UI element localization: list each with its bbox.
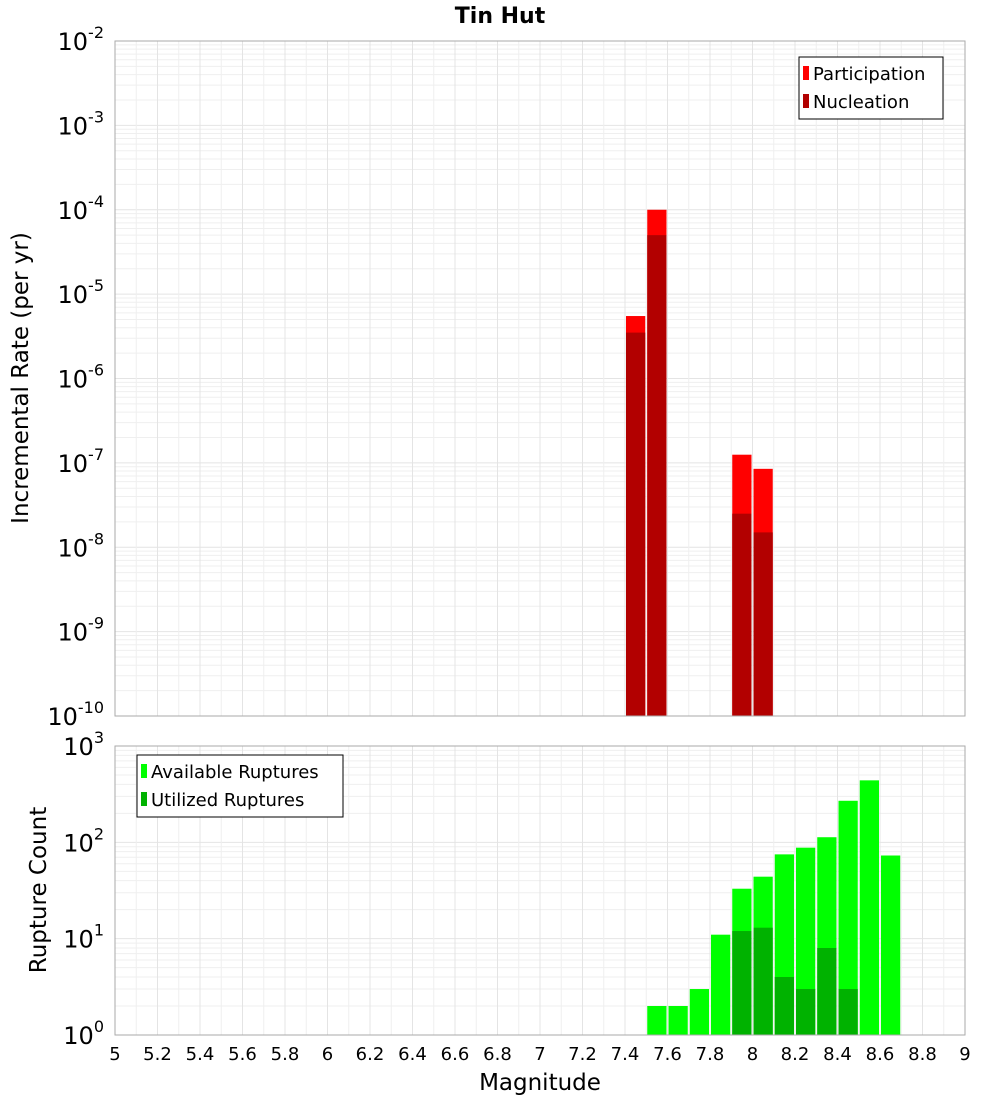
x-tick-label: 7.6	[653, 1044, 682, 1065]
x-tick-label: 6.6	[441, 1044, 470, 1065]
bar-available-ruptures	[796, 847, 816, 1035]
legend-swatch	[803, 94, 809, 108]
y-tick-label: 10-4	[58, 192, 105, 225]
x-tick-label: 6	[322, 1044, 333, 1065]
x-tick-label: 7.2	[568, 1044, 597, 1065]
bar-available-ruptures	[881, 855, 901, 1035]
x-axis-label: Magnitude	[479, 1070, 601, 1096]
x-tick-label: 8	[747, 1044, 758, 1065]
legend-swatch	[141, 764, 147, 778]
y-tick-label: 10-3	[58, 107, 105, 140]
y-tick-label: 102	[63, 824, 104, 857]
x-tick-label: 8.6	[866, 1044, 895, 1065]
legend-box	[136, 754, 344, 818]
bar-available-ruptures	[859, 780, 879, 1035]
bar-utilized-ruptures	[838, 989, 858, 1035]
legend-swatch	[141, 792, 147, 806]
count-y-axis-label: Rupture Count	[26, 807, 52, 973]
count-panel: 103 102 101 100 Rupture Count Available Rup…	[26, 728, 966, 1050]
legend-label: Nucleation	[813, 92, 909, 113]
x-tick-label: 6.2	[356, 1044, 385, 1065]
rate-grid	[114, 41, 966, 717]
x-tick-label: 6.4	[398, 1044, 427, 1065]
x-tick-label: 8.2	[781, 1044, 810, 1065]
count-plot-frame	[114, 745, 966, 1036]
bar-nucleation	[647, 235, 667, 716]
x-tick-labels: 5 5.2 5.4 5.6 5.8 6 6.2 6.4 6.6 6.8 7 7.2 7.4 7.6 7.8 8…	[109, 1044, 970, 1065]
bar-utilized-ruptures	[796, 989, 816, 1035]
legend-label: Utilized Ruptures	[151, 790, 304, 811]
y-tick-label: 10-5	[58, 276, 105, 309]
y-tick-label: 10-10	[47, 698, 104, 731]
rate-bars	[626, 209, 773, 716]
bar-nucleation	[732, 513, 752, 716]
count-bars	[647, 780, 901, 1035]
x-tick-label: 5.6	[228, 1044, 257, 1065]
y-tick-label: 100	[63, 1017, 104, 1050]
y-tick-label: 10-2	[58, 23, 105, 56]
x-tick-label: 8.4	[823, 1044, 852, 1065]
x-tick-label: 6.8	[483, 1044, 512, 1065]
y-tick-label: 10-6	[58, 361, 105, 394]
y-tick-label: 10-8	[58, 529, 105, 562]
count-legend: Available Ruptures Utilized Ruptures	[136, 754, 344, 818]
y-tick-label: 103	[63, 728, 104, 761]
bar-available-ruptures	[711, 934, 731, 1035]
x-tick-label: 5.2	[143, 1044, 172, 1065]
chart-title: Tin Hut	[455, 4, 546, 29]
x-tick-label: 5.4	[186, 1044, 215, 1065]
y-tick-label: 101	[63, 921, 104, 954]
legend-swatch	[803, 66, 809, 80]
x-tick-label: 8.8	[908, 1044, 937, 1065]
bar-available-ruptures	[668, 1006, 688, 1035]
x-tick-label: 9	[959, 1044, 970, 1065]
rate-y-ticks: 10-2 10-3 10-4 10-5 10-6 10-7 10-8 10-9 10-10	[47, 23, 104, 731]
x-tick-label: 5	[109, 1044, 120, 1065]
bar-available-ruptures	[647, 1006, 667, 1035]
bar-nucleation	[626, 332, 646, 716]
bar-utilized-ruptures	[732, 931, 752, 1035]
x-tick-label: 7.4	[611, 1044, 640, 1065]
count-y-ticks: 103 102 101 100	[63, 728, 104, 1050]
x-tick-label: 5.8	[271, 1044, 300, 1065]
rate-y-axis-label: Incremental Rate (per yr)	[8, 232, 34, 524]
bar-utilized-ruptures	[774, 977, 794, 1035]
rate-plot-frame	[114, 40, 966, 717]
y-tick-label: 10-7	[58, 445, 105, 478]
rate-panel: 10-2 10-3 10-4 10-5 10-6 10-7 10-8 10-9 10-10 In…	[8, 23, 966, 731]
bar-available-ruptures	[689, 989, 709, 1035]
x-tick-label: 7.8	[696, 1044, 725, 1065]
x-tick-label: 7	[534, 1044, 545, 1065]
bar-available-ruptures	[838, 800, 858, 1035]
bar-nucleation	[753, 532, 773, 716]
legend-box	[798, 56, 944, 120]
bar-utilized-ruptures	[753, 927, 773, 1035]
legend-label: Participation	[813, 64, 925, 85]
y-tick-label: 10-9	[58, 614, 105, 647]
rate-legend: Participation Nucleation	[798, 56, 944, 120]
bar-utilized-ruptures	[817, 948, 837, 1035]
legend-label: Available Ruptures	[151, 762, 319, 783]
